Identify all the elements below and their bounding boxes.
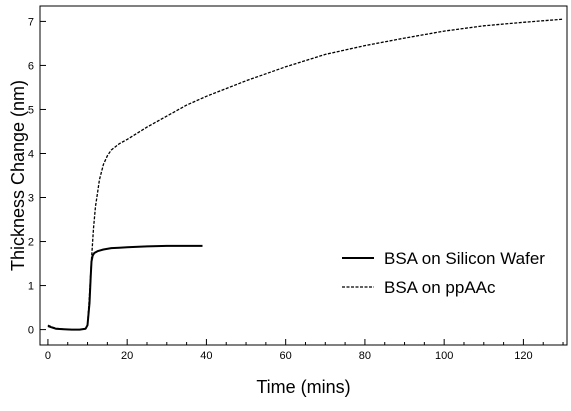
series-layer bbox=[47, 18, 564, 331]
y-tick-label: 3 bbox=[28, 193, 34, 205]
x-axis-ticks: 0 20 40 60 80 100 120 bbox=[45, 339, 564, 362]
y-tick-label: 4 bbox=[28, 148, 34, 160]
series-line-1 bbox=[47, 18, 564, 331]
x-tick-label: 120 bbox=[514, 350, 532, 362]
y-tick-label: 7 bbox=[28, 16, 34, 28]
plot-area-border bbox=[39, 5, 568, 346]
x-axis-title: Time (mins) bbox=[256, 377, 350, 397]
y-tick-label: 5 bbox=[28, 104, 34, 116]
y-tick-label: 2 bbox=[28, 237, 34, 249]
y-tick-label: 6 bbox=[28, 60, 34, 72]
y-axis-ticks: 0 1 2 3 4 5 6 7 bbox=[28, 16, 46, 337]
y-tick-label: 1 bbox=[28, 281, 34, 293]
legend: BSA on Silicon Wafer BSA on ppAAc bbox=[342, 249, 545, 297]
legend-label-1: BSA on ppAAc bbox=[384, 278, 496, 297]
x-tick-label: 80 bbox=[359, 350, 371, 362]
x-tick-label: 100 bbox=[435, 350, 453, 362]
x-tick-label: 0 bbox=[45, 350, 51, 362]
x-tick-label: 20 bbox=[121, 350, 133, 362]
plot-frame bbox=[39, 5, 568, 346]
y-axis-title: Thickness Change (nm) bbox=[8, 80, 28, 271]
x-tick-label: 60 bbox=[280, 350, 292, 362]
legend-label-0: BSA on Silicon Wafer bbox=[384, 249, 545, 268]
y-tick-label: 0 bbox=[28, 325, 34, 337]
x-tick-label: 40 bbox=[200, 350, 212, 362]
